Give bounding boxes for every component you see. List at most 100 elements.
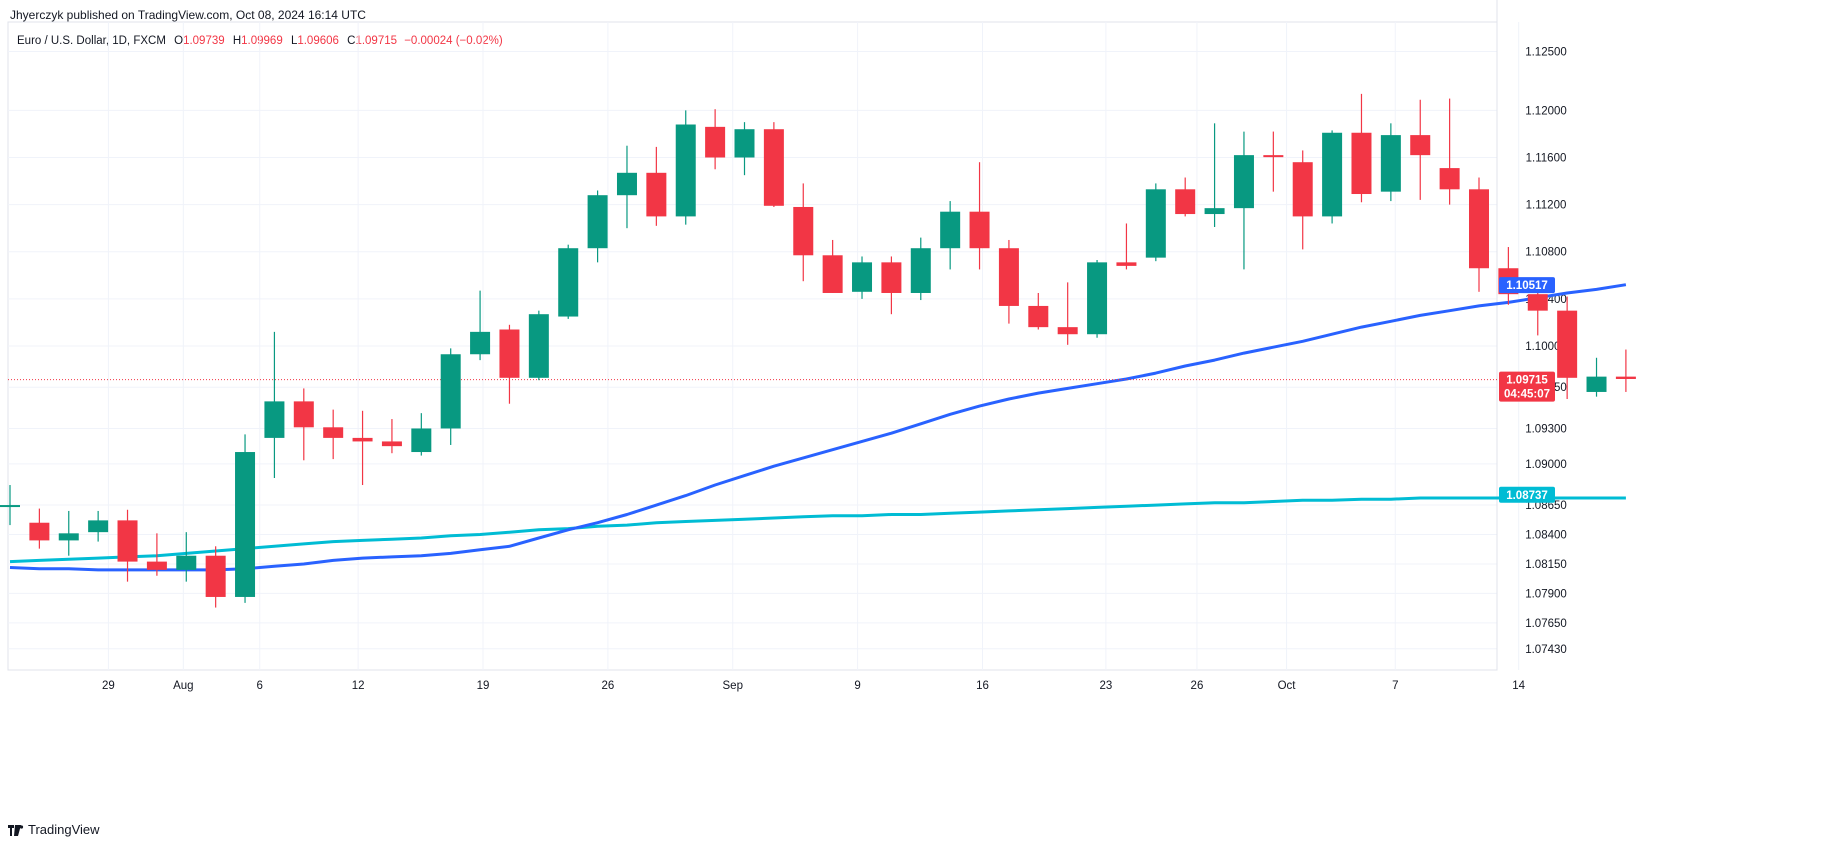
candle-body: [1233, 155, 1254, 209]
last-price-badge-text: 1.09715: [1506, 375, 1548, 387]
y-tick-label: 1.10800: [1525, 247, 1567, 259]
tradingview-logo-icon: [8, 824, 24, 836]
high-value: 1.09969: [241, 35, 283, 47]
y-tick-label: 1.07650: [1525, 618, 1567, 630]
candle-body: [1028, 305, 1049, 328]
candle-body: [1380, 135, 1401, 192]
x-tick-label: 9: [854, 680, 860, 692]
candle-body: [470, 331, 491, 355]
y-tick-label: 1.08650: [1525, 500, 1567, 512]
candle-body: [411, 428, 432, 453]
candle-body: [1586, 376, 1607, 392]
ma-fast-line: [9, 283, 1627, 572]
x-tick-label: 23: [1099, 680, 1112, 692]
y-tick-label: 1.12000: [1525, 105, 1567, 117]
candle-body: [1351, 132, 1372, 195]
candle-body: [381, 441, 402, 447]
candle-body: [646, 172, 667, 217]
candle-body: [793, 206, 814, 256]
price-labels: 1.10517 1.08737 1.09715 04:45:07: [1499, 277, 1555, 503]
candle-body: [1145, 189, 1166, 258]
candle-body: [117, 520, 138, 562]
candle-body: [323, 427, 344, 438]
candle-body: [293, 401, 314, 428]
ma-slow-line: [9, 496, 1626, 564]
candle-body: [528, 314, 549, 378]
candle-body: [1263, 155, 1284, 158]
publish-header: Jhyerczyk published on TradingView.com, …: [10, 8, 366, 22]
candle-body: [205, 555, 226, 597]
candle-body: [558, 248, 579, 317]
candle-body: [352, 437, 373, 442]
candle-body: [58, 533, 79, 541]
candle-body: [998, 248, 1019, 306]
candle-body: [1087, 262, 1108, 335]
high-label: H: [232, 35, 242, 47]
candle-body: [440, 354, 461, 429]
candle-body: [940, 211, 961, 249]
candle-body: [1557, 310, 1578, 378]
y-tick-label: 1.09300: [1525, 423, 1567, 435]
x-tick-label: 26: [601, 680, 614, 692]
candle-body: [29, 522, 50, 541]
x-tick-label: 6: [257, 680, 263, 692]
ma-slow-price-badge: [1499, 486, 1555, 503]
candle-body: [587, 195, 608, 249]
y-tick-label: 1.09000: [1525, 459, 1567, 471]
y-tick-label: 1.12500: [1525, 46, 1567, 58]
candle-body: [1057, 327, 1078, 335]
candle-body: [1410, 135, 1431, 156]
candle-body: [1322, 132, 1343, 217]
low-label: L: [290, 35, 298, 47]
x-tick-label: 16: [976, 680, 989, 692]
candle-body: [1615, 376, 1636, 379]
y-tick-label: 1.11600: [1526, 152, 1567, 164]
x-tick-label: 7: [1392, 680, 1398, 692]
symbol-info-line: Euro / U.S. Dollar, 1D, FXCM O1.09739 H1…: [17, 35, 503, 47]
y-tick-label: 1.07900: [1525, 588, 1567, 600]
candle-body: [176, 555, 197, 570]
candle-body: [822, 255, 843, 293]
candle-body: [1292, 162, 1313, 217]
symbol-name[interactable]: Euro / U.S. Dollar, 1D, FXCM: [17, 35, 166, 47]
candle-body: [852, 262, 873, 292]
x-tick-label: 26: [1191, 680, 1204, 692]
candlesticks: [0, 93, 1636, 608]
ma-fast-price-badge-text: 1.10517: [1506, 280, 1548, 292]
candle-body: [969, 211, 990, 249]
y-tick-label: 1.08150: [1525, 559, 1567, 571]
candle-body: [499, 329, 520, 378]
x-tick-label: 14: [1512, 680, 1525, 692]
candle-body: [1439, 168, 1460, 190]
candle-body: [0, 505, 20, 508]
open-value: 1.09739: [183, 35, 225, 47]
change-value: −0.00024 (−0.02%): [404, 35, 503, 47]
open-label: O: [174, 35, 184, 47]
y-tick-label: 1.07430: [1525, 644, 1567, 656]
chart-grid: [7, 21, 1520, 671]
footer-brand: TradingView: [28, 822, 100, 837]
candle-body: [264, 401, 285, 438]
ma-slow-price-badge-text: 1.08737: [1506, 490, 1548, 502]
close-label: C: [347, 35, 356, 47]
close-value: 1.09715: [355, 35, 398, 47]
candle-body: [235, 452, 256, 597]
time-axis: 29 Aug 6 12 19 26 Sep 9 16 23 26 Oct 7 14: [102, 680, 1526, 692]
candle-body: [734, 129, 755, 158]
candle-body: [705, 126, 726, 158]
candle-body: [763, 129, 784, 206]
price-axis: 1.07430 1.07650 1.07900 1.08150 1.08400 1.086…: [1496, 0, 1567, 670]
x-tick-label: 12: [352, 680, 365, 692]
candle-body: [675, 124, 696, 217]
candle-body: [88, 520, 109, 533]
moving-averages: [9, 283, 1627, 572]
candle-body: [1469, 189, 1489, 269]
y-tick-label: 1.10000: [1525, 341, 1567, 353]
candle-body: [1116, 262, 1137, 266]
x-tick-label: Sep: [723, 680, 743, 692]
x-tick-label: Aug: [173, 680, 193, 692]
x-tick-label: Oct: [1278, 680, 1297, 692]
candle-body: [1527, 294, 1548, 311]
candle-body: [1204, 208, 1225, 215]
